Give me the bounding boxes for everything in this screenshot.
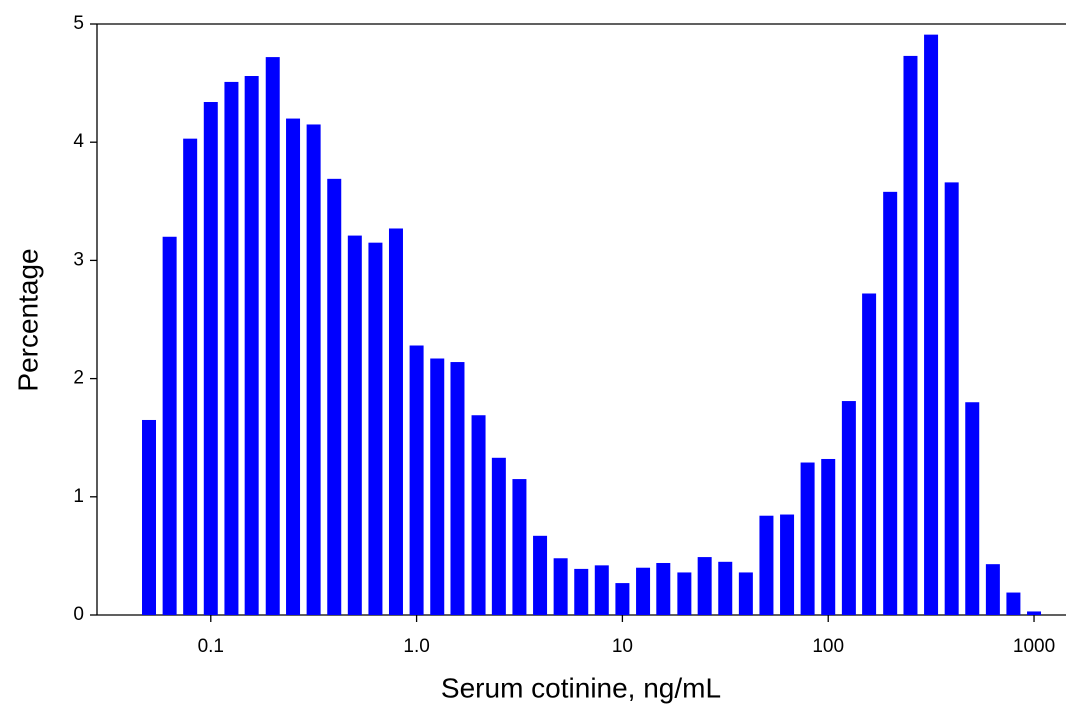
bar — [677, 572, 692, 615]
bar — [512, 479, 527, 615]
bar — [780, 514, 795, 615]
bar — [594, 565, 609, 615]
bar — [800, 462, 815, 615]
bar — [533, 535, 548, 615]
bar — [491, 457, 506, 615]
bar — [368, 242, 383, 616]
bar — [841, 401, 856, 615]
bar — [430, 358, 445, 615]
bar — [656, 562, 671, 615]
bar — [388, 228, 403, 615]
bar — [244, 76, 259, 616]
bar — [821, 458, 836, 615]
bar — [903, 55, 918, 615]
bar — [347, 235, 362, 615]
bar — [965, 402, 980, 615]
bar — [265, 57, 280, 615]
bar — [738, 572, 753, 615]
x-axis-title: Serum cotinine, ng/mL — [441, 672, 721, 703]
y-tick-label: 4 — [73, 131, 84, 152]
bar — [944, 182, 959, 615]
x-tick-label: 10 — [612, 636, 633, 657]
bar — [142, 419, 157, 615]
bar — [883, 191, 898, 615]
bar — [615, 583, 630, 615]
bar — [1006, 592, 1021, 615]
bar — [636, 567, 651, 615]
bar — [286, 118, 301, 615]
y-tick-label: 5 — [73, 13, 84, 34]
bar — [574, 568, 589, 615]
y-tick-label: 1 — [73, 486, 84, 507]
x-tick-label: 1.0 — [403, 636, 429, 657]
x-tick-label: 100 — [812, 636, 844, 657]
bar — [471, 415, 486, 615]
y-tick-label: 0 — [73, 604, 84, 625]
y-axis-title: Percentage — [12, 248, 43, 391]
y-tick-label: 3 — [73, 249, 84, 270]
bar — [862, 293, 877, 615]
bar — [1027, 611, 1042, 615]
bar — [327, 178, 342, 616]
bar — [553, 558, 568, 615]
bar — [985, 564, 1000, 615]
bar — [924, 34, 939, 615]
y-tick-label: 2 — [73, 368, 84, 389]
bar — [183, 138, 198, 616]
x-tick-label: 0.1 — [198, 636, 224, 657]
bar — [306, 124, 321, 615]
bar — [162, 236, 177, 615]
bar — [450, 362, 465, 615]
bar — [718, 561, 733, 615]
bar — [224, 81, 239, 616]
bar — [203, 102, 218, 615]
bar — [759, 515, 774, 615]
bar — [409, 345, 424, 615]
x-tick-label: 1000 — [1013, 636, 1055, 657]
bar — [697, 557, 712, 615]
